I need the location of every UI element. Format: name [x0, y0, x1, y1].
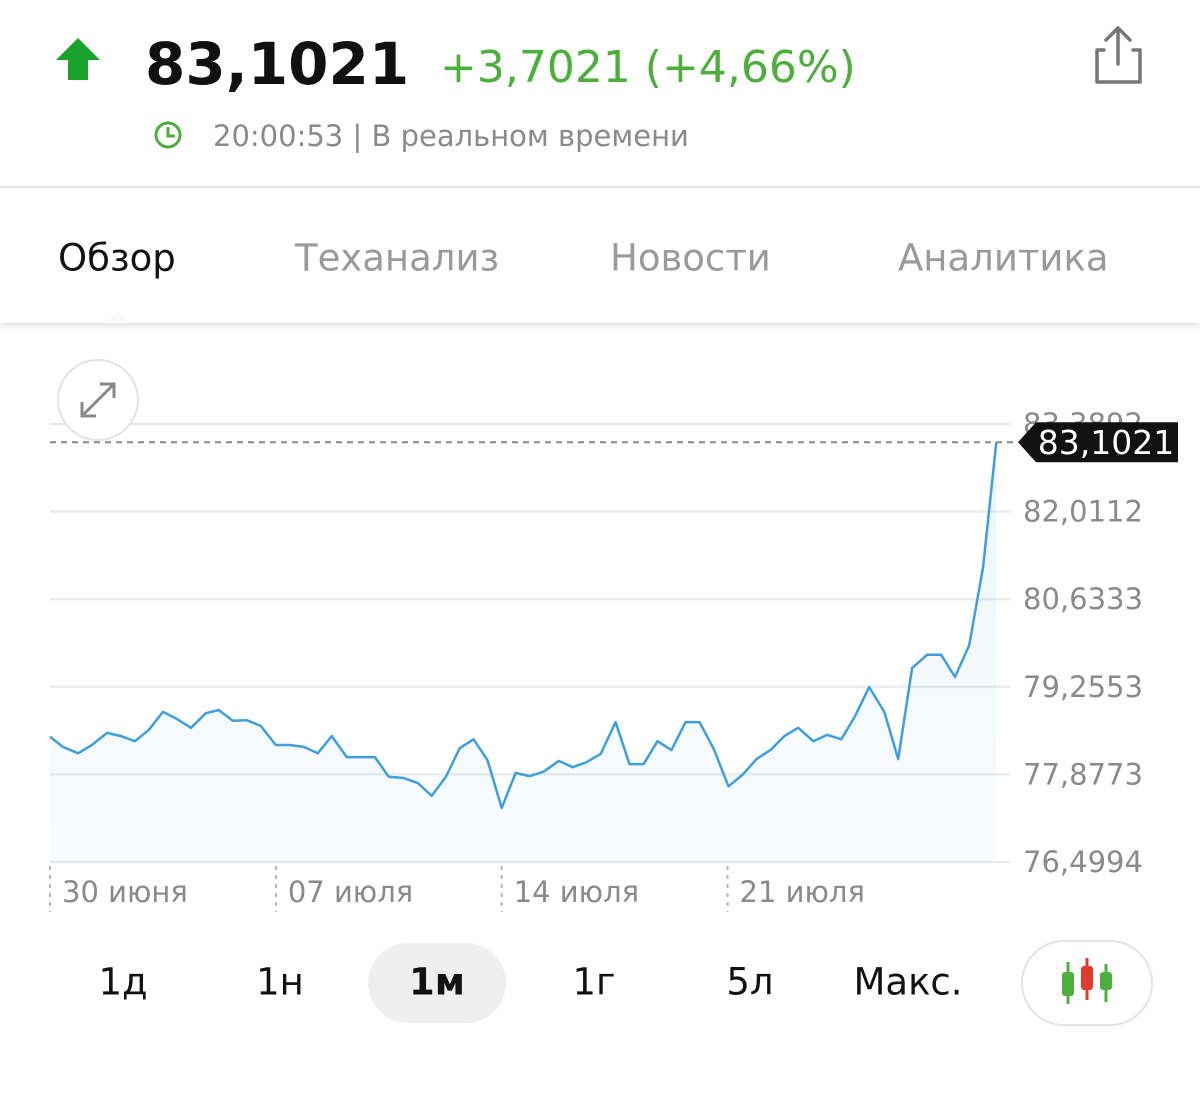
range-button[interactable]: Макс.: [853, 961, 962, 1004]
line: [49, 442, 998, 810]
share-button[interactable]: [1095, 26, 1142, 84]
expand-button[interactable]: [57, 359, 139, 441]
y-tick-label: 77,8773: [1023, 757, 1143, 791]
chart: 76,499477,877379,255380,633382,011283,38…: [49, 407, 1178, 912]
range-button[interactable]: 1д: [98, 961, 147, 1004]
current-value-tag: [1018, 422, 1178, 463]
y-tick-label: 79,2553: [1023, 670, 1143, 704]
price: 83,1021: [145, 30, 409, 98]
candlestick-toggle[interactable]: [1021, 940, 1153, 1026]
range-button[interactable]: 1н: [256, 961, 304, 1004]
y-tick-label: 82,0112: [1023, 495, 1143, 529]
change: +3,7021 (+4,66%): [440, 42, 856, 93]
tab[interactable]: Обзор: [58, 237, 176, 280]
range-button[interactable]: 1г: [573, 961, 616, 1004]
tab[interactable]: Новости: [610, 237, 771, 280]
tab[interactable]: Теханализ: [294, 237, 499, 280]
y-tick-label: 80,6333: [1023, 582, 1143, 616]
x-tick-label: 30 июня: [62, 875, 188, 909]
clock-icon: [154, 121, 182, 149]
x-tick-label: 14 июля: [514, 875, 639, 909]
tab-notch: [106, 312, 130, 322]
area: [50, 442, 997, 862]
update-time: 20:00:53 | В реальном времени: [213, 119, 689, 153]
y-tick-label: 76,4994: [1023, 845, 1143, 879]
range-selected-bg: [368, 943, 506, 1023]
tab-bar: [0, 188, 1200, 323]
range-button[interactable]: 1м: [409, 961, 465, 1004]
up-arrow: [56, 38, 100, 80]
x-tick-label: 21 июля: [740, 875, 865, 909]
range-button[interactable]: 5л: [726, 961, 773, 1004]
x-tick-label: 07 июля: [288, 875, 413, 909]
tab[interactable]: Аналитика: [898, 237, 1109, 280]
current-value-label: 83,1021: [1038, 423, 1174, 462]
